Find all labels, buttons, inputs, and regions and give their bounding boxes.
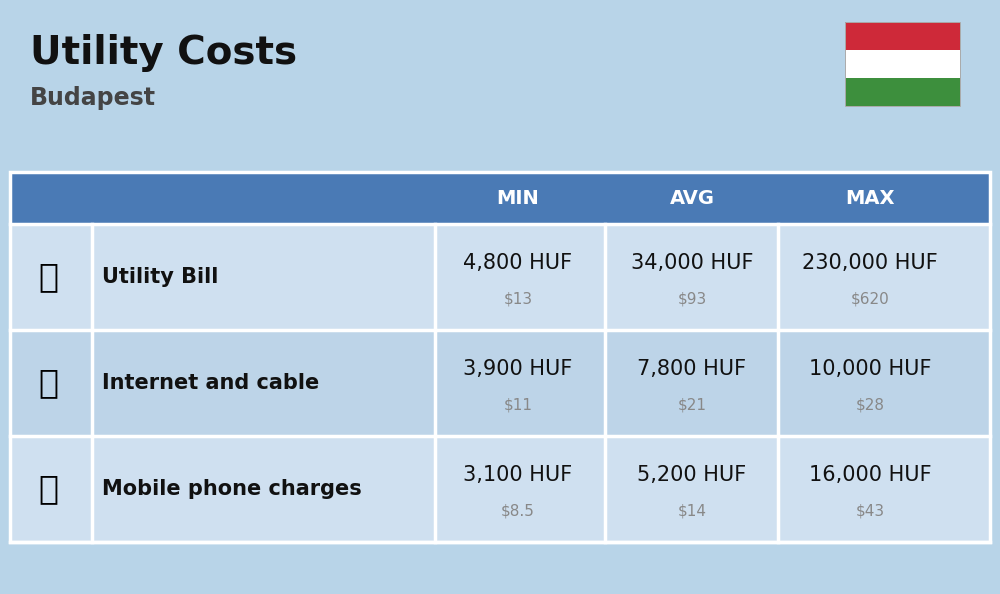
Bar xyxy=(845,22,960,50)
Text: 34,000 HUF: 34,000 HUF xyxy=(631,253,753,273)
Text: Budapest: Budapest xyxy=(30,86,156,110)
Text: AVG: AVG xyxy=(670,188,714,207)
Text: $14: $14 xyxy=(678,504,706,519)
Text: 3,100 HUF: 3,100 HUF xyxy=(463,465,573,485)
Text: $21: $21 xyxy=(678,397,706,412)
Text: 230,000 HUF: 230,000 HUF xyxy=(802,253,938,273)
Text: $13: $13 xyxy=(503,292,533,307)
Text: 4,800 HUF: 4,800 HUF xyxy=(463,253,573,273)
Text: Mobile phone charges: Mobile phone charges xyxy=(102,479,362,499)
Text: 📶: 📶 xyxy=(38,366,58,400)
Text: Internet and cable: Internet and cable xyxy=(102,373,319,393)
Text: 3,900 HUF: 3,900 HUF xyxy=(463,359,573,379)
Text: $43: $43 xyxy=(855,504,885,519)
Text: Utility Costs: Utility Costs xyxy=(30,34,297,72)
Text: MIN: MIN xyxy=(497,188,539,207)
Text: 10,000 HUF: 10,000 HUF xyxy=(809,359,931,379)
Bar xyxy=(10,224,990,330)
Text: 5,200 HUF: 5,200 HUF xyxy=(637,465,747,485)
Bar xyxy=(845,78,960,106)
Text: $620: $620 xyxy=(851,292,889,307)
Text: 🔧: 🔧 xyxy=(38,261,58,293)
Text: Utility Bill: Utility Bill xyxy=(102,267,218,287)
Bar xyxy=(10,436,990,542)
Bar xyxy=(10,172,990,224)
Text: $11: $11 xyxy=(504,397,532,412)
Text: $28: $28 xyxy=(855,397,884,412)
Bar xyxy=(845,22,960,106)
Bar xyxy=(10,172,990,542)
Text: 📱: 📱 xyxy=(38,472,58,505)
Text: $8.5: $8.5 xyxy=(501,504,535,519)
Bar xyxy=(10,330,990,436)
Text: $93: $93 xyxy=(677,292,707,307)
Text: 16,000 HUF: 16,000 HUF xyxy=(809,465,931,485)
Bar xyxy=(845,50,960,78)
Text: MAX: MAX xyxy=(845,188,895,207)
Text: 7,800 HUF: 7,800 HUF xyxy=(637,359,747,379)
